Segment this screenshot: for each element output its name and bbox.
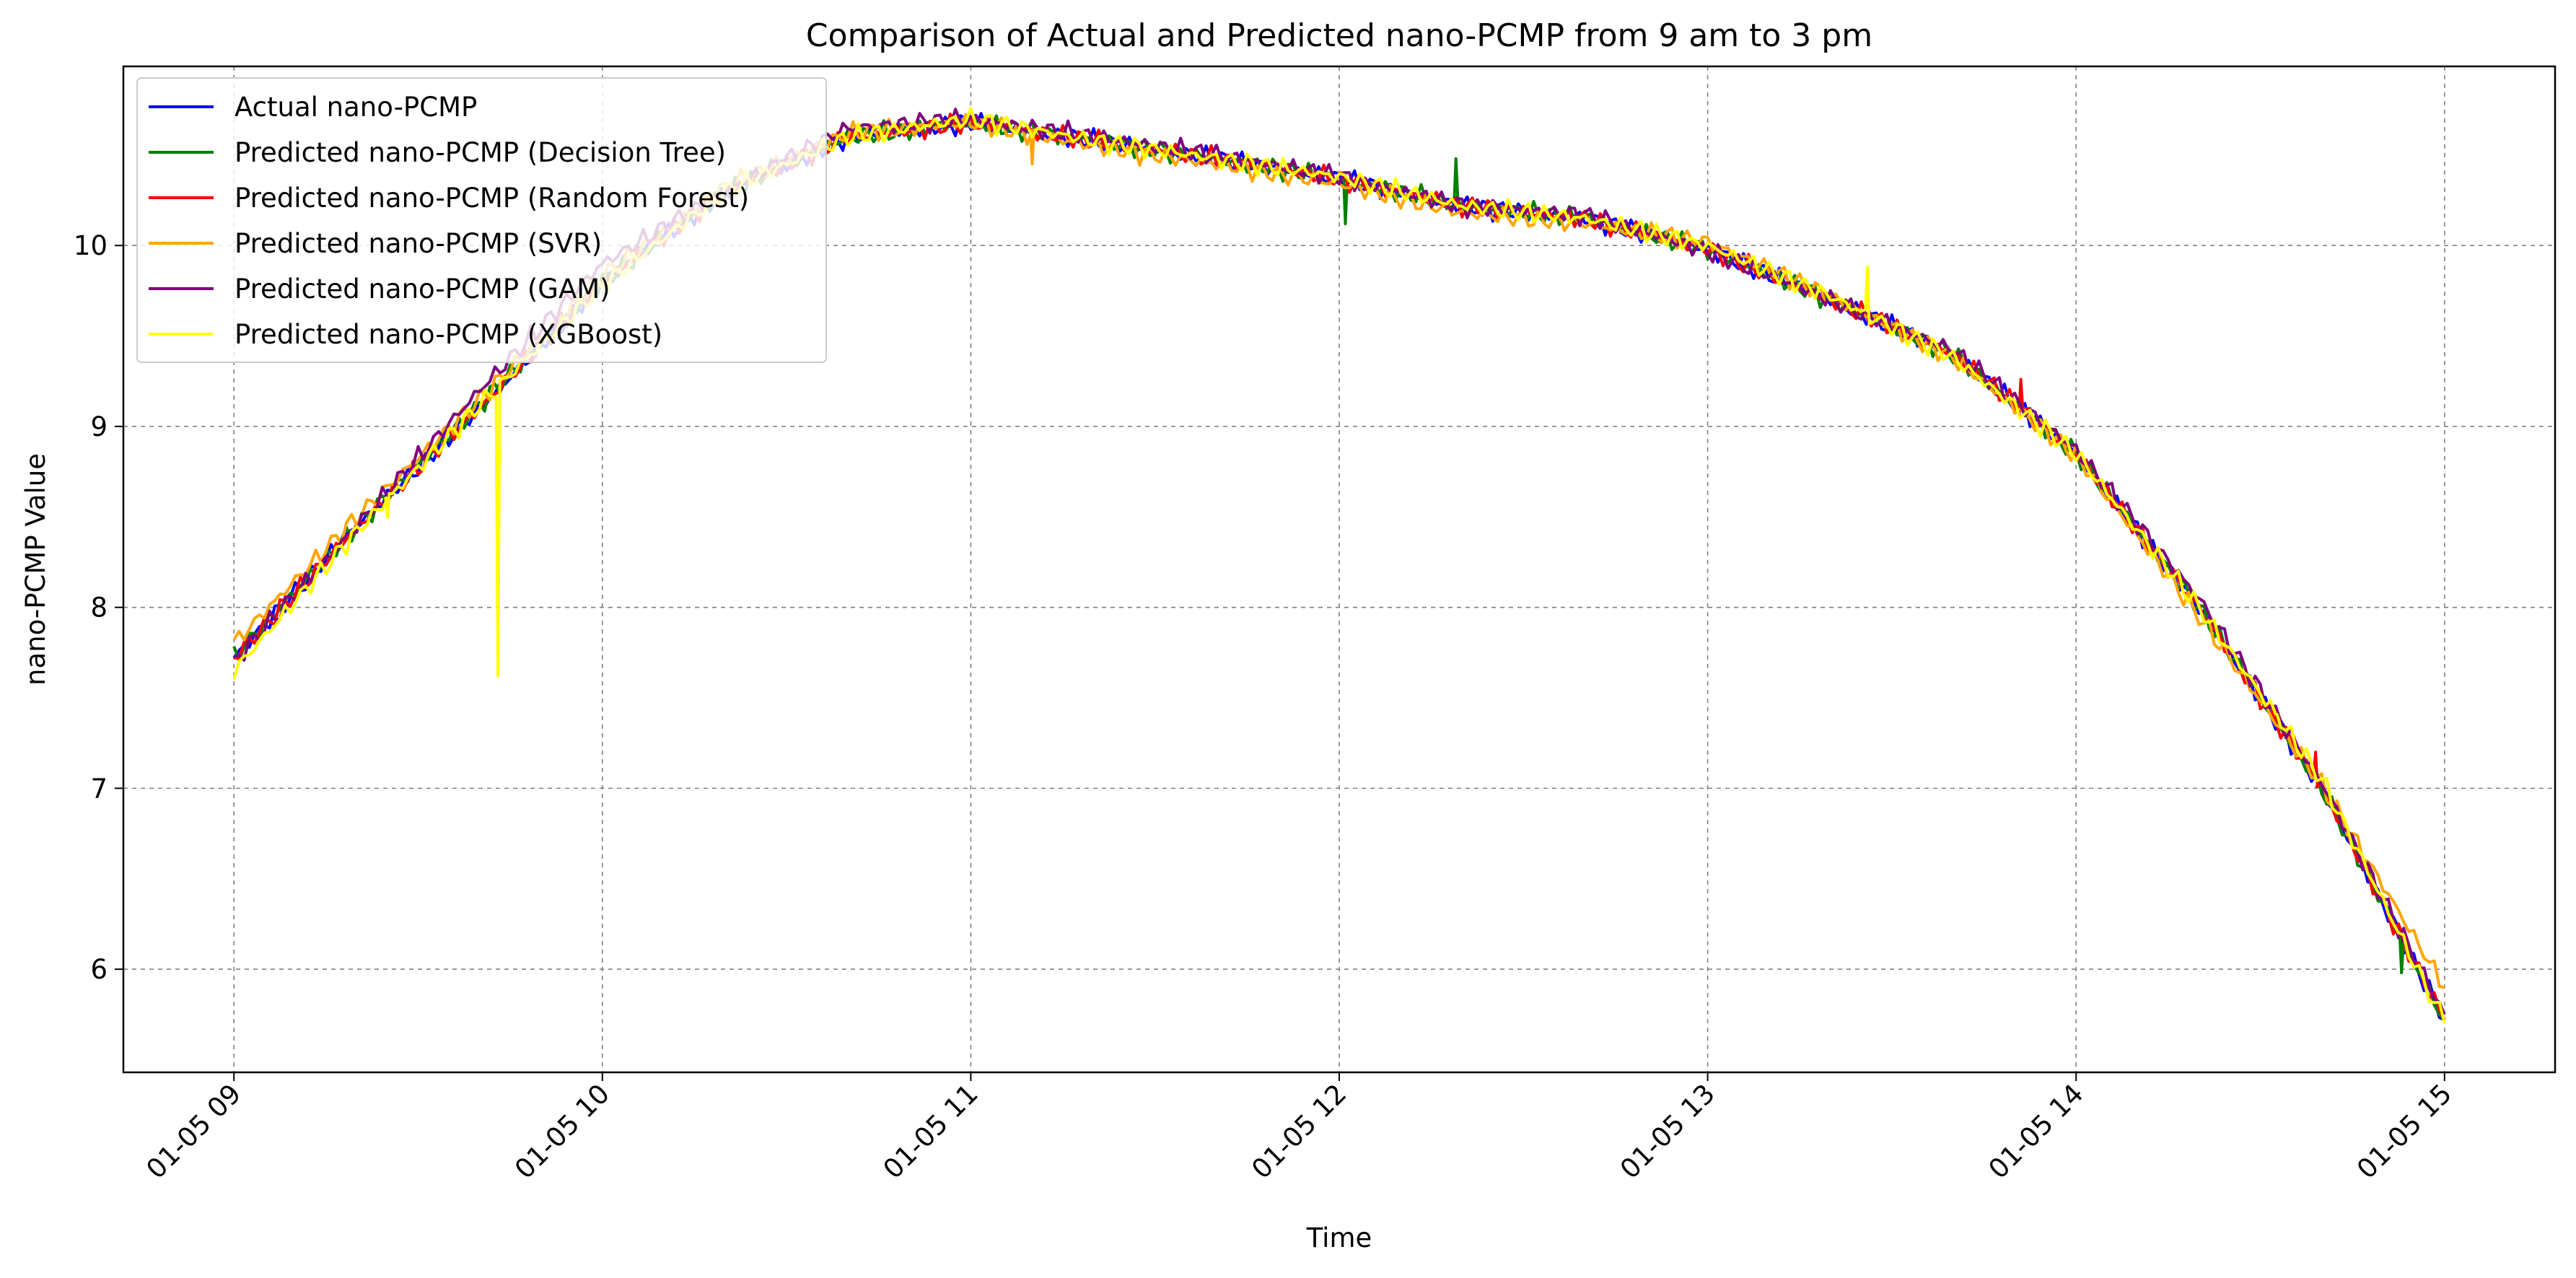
legend-label: Predicted nano-PCMP (SVR) <box>235 228 602 259</box>
chart-title: Comparison of Actual and Predicted nano-… <box>806 17 1872 54</box>
y-tick-label: 8 <box>90 592 108 623</box>
legend: Actual nano-PCMP Predicted nano-PCMP (Dec… <box>136 77 827 363</box>
y-axis-label: nano-PCMP Value <box>20 453 51 686</box>
legend-box <box>136 77 827 363</box>
legend-label: Actual nano-PCMP <box>235 92 477 123</box>
legend-label: Predicted nano-PCMP (XGBoost) <box>235 319 662 350</box>
legend-label: Predicted nano-PCMP (GAM) <box>235 273 610 305</box>
legend-label: Predicted nano-PCMP (Decision Tree) <box>235 137 726 168</box>
y-tick-label: 9 <box>90 411 108 442</box>
legend-label: Predicted nano-PCMP (Random Forest) <box>235 183 749 214</box>
x-axis-label: Time <box>1306 1222 1372 1253</box>
y-tick-label: 10 <box>74 230 108 261</box>
y-tick-label: 7 <box>90 773 108 804</box>
y-tick-label: 6 <box>90 954 108 985</box>
grid-lines <box>123 66 2555 1072</box>
